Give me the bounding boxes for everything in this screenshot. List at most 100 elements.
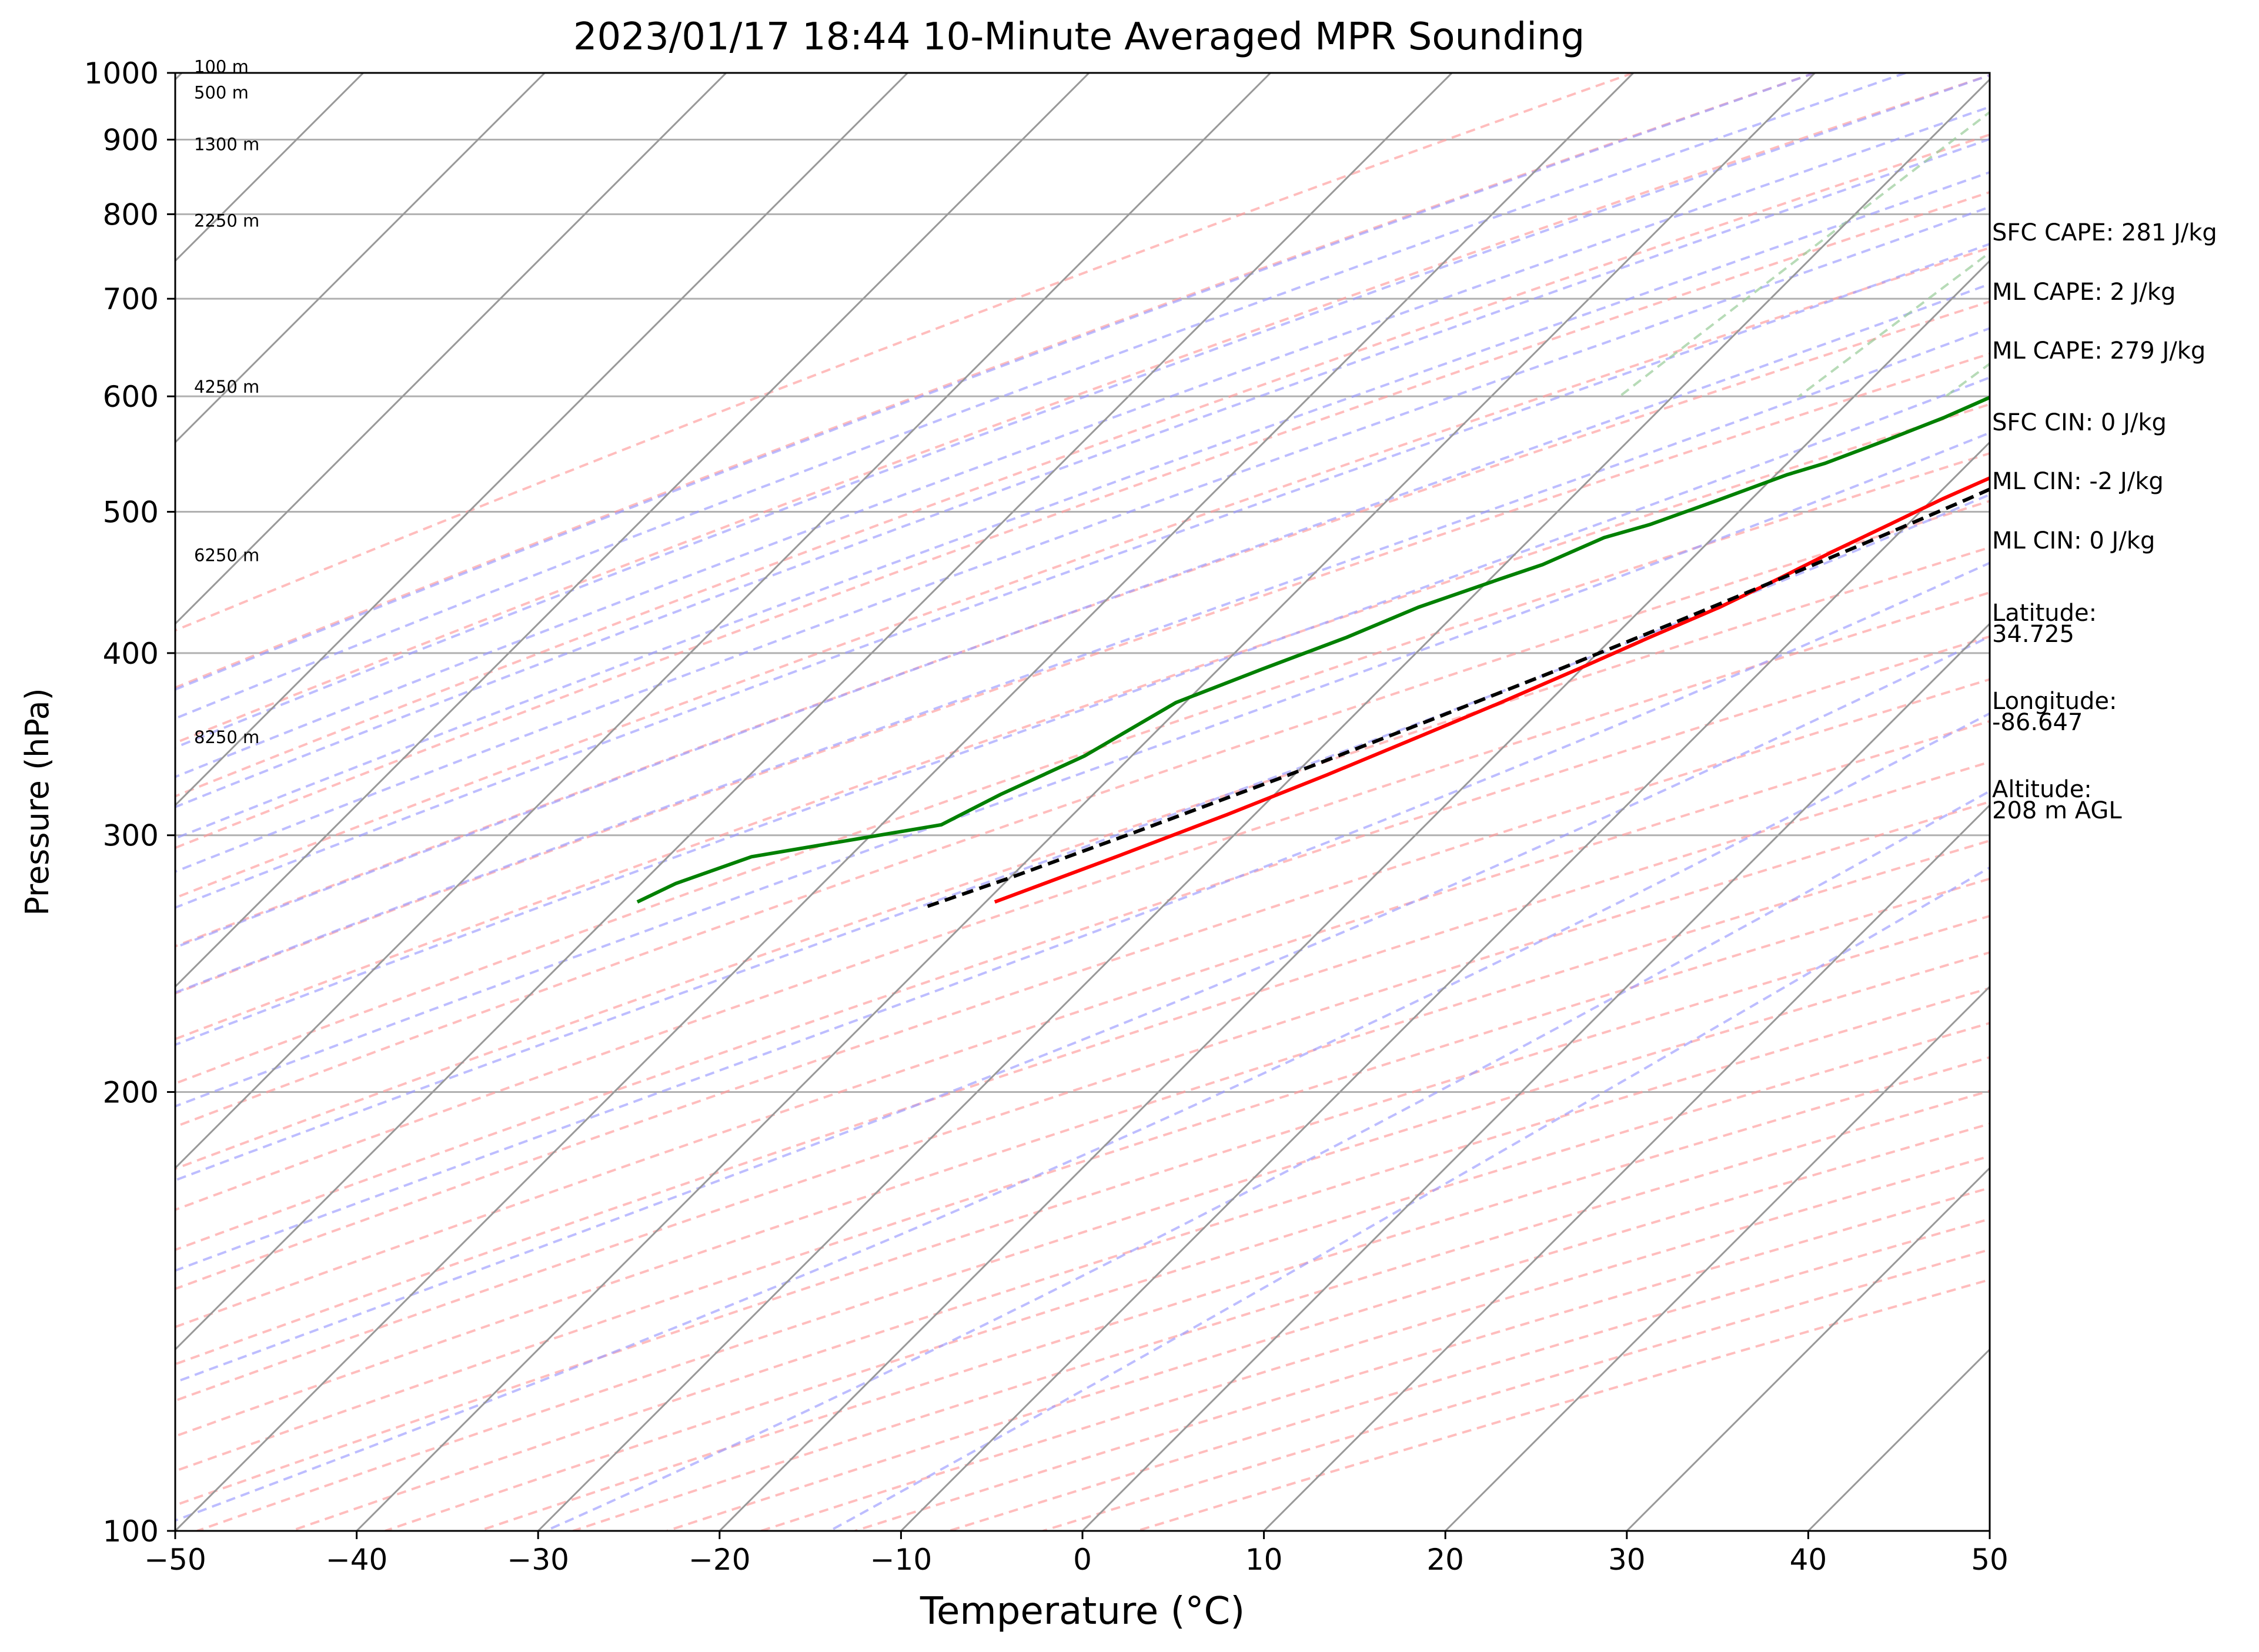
moist-adiabat [175,73,1990,749]
dry-adiabat [175,839,1990,1438]
dry-adiabat [175,800,1990,1402]
dry-adiabat [175,915,1990,1507]
x-tick-label: 0 [1073,1543,1092,1577]
dry-adiabat [175,720,1990,1329]
isotherm [175,73,1271,1169]
reference-lines [0,73,2259,1531]
moist-adiabat [175,376,1990,1046]
moist-adiabat [175,561,1990,1272]
mixing-ratio-line [1798,251,1990,397]
x-tick-label: −20 [689,1543,751,1577]
isotherm [1081,622,1990,1531]
moist-adiabat [175,73,1906,720]
height-label: 8250 m [194,727,259,747]
moist-adiabat [175,138,1990,808]
y-tick-label: 100 [103,1514,159,1549]
ml-cin-text: ML CIN: -2 J/kg [1992,468,2164,495]
dry-adiabat [175,133,1990,798]
dry-adiabat [175,246,1990,899]
isotherm [175,73,546,444]
temperature-profile [994,476,1990,904]
height-label: 4250 m [194,377,259,397]
isotherm [175,73,1090,988]
dry-adiabat [175,73,1990,744]
dry-adiabat [175,500,1990,1128]
latitude-text: Latitude: 34.725 [1992,600,2097,648]
mixing-ratio-line [2240,73,2259,396]
y-tick-label: 900 [103,123,159,157]
moist-adiabat [175,105,1990,778]
moist-adiabat [175,431,1990,1108]
dewpoint-profile [636,395,1990,904]
y-tick-label: 1000 [84,56,159,91]
y-tick-label: 500 [103,496,159,530]
dry-adiabat [175,452,1990,1085]
series-layer [636,395,1990,909]
dry-adiabat [385,1022,1990,1531]
dry-adiabat [175,678,1990,1290]
sfc-cin-text: SFC CIN: 0 J/kg [1992,409,2167,436]
x-tick-label: −50 [144,1543,206,1577]
dry-adiabat [175,190,1990,850]
dry-adiabat [175,403,1990,1041]
mixing-ratio-line [1619,111,1990,397]
moist-adiabat [829,866,1990,1531]
x-axis-label: Temperature (°C) [920,1590,1245,1633]
isotherm [900,441,1990,1531]
moist-adiabat [175,327,1990,994]
moist-adiabat [175,635,1990,1384]
moist-adiabat [175,205,1990,873]
height-label: 2250 m [194,211,259,231]
height-label: 6250 m [194,545,259,565]
dry-adiabat [175,760,1990,1366]
y-ticks: 100 200 300 400 500 600 700 800 900 1000 [84,56,175,1549]
dry-adiabat [175,591,1990,1211]
isotherm [175,73,1635,1531]
x-tick-label: 30 [1608,1543,1646,1577]
ml-cape-text: ML CAPE: 2 J/kg [1992,279,2176,306]
moist-adiabat [545,790,1990,1531]
longitude-text: Longitude: -86.647 [1992,688,2117,736]
x-tick-label: −30 [507,1543,569,1577]
sfc-cape-text: SFC CAPE: 281 J/kg [1992,219,2217,246]
dry-adiabat [175,73,1634,632]
moist-adiabat [175,712,1990,1522]
y-tick-label: 300 [103,819,159,853]
isotherm [1626,1166,1990,1531]
y-tick-label: 700 [103,282,159,316]
isotherm [537,78,1990,1531]
moist-adiabat [175,283,1990,949]
height-label: 500 m [194,83,249,103]
x-tick-label: 50 [1971,1543,2009,1577]
dry-adiabat [175,635,1990,1251]
isotherm [175,73,1453,1351]
x-tick-label: 10 [1245,1543,1283,1577]
dry-adiabat [290,986,1990,1531]
dry-adiabat [175,352,1990,995]
ml-cin-2-text: ML CIN: 0 J/kg [1992,527,2156,554]
isotherm [0,73,1,1531]
y-tick-label: 200 [103,1075,159,1109]
y-axis-label: Pressure (hPa) [19,688,56,915]
y-tick-label: 400 [103,637,159,671]
x-tick-label: −40 [326,1543,388,1577]
y-tick-label: 600 [103,380,159,414]
altitude-text: Altitude: 208 m AGL [1992,776,2122,824]
moist-adiabat [175,242,1990,909]
moist-adiabat [175,73,1816,691]
isotherm [356,73,1816,1531]
dry-adiabat [175,300,1990,948]
y-tick-label: 800 [103,198,159,232]
isotherm [175,73,908,807]
x-ticks: −50 −40 −30 −20 −10 0 10 20 30 40 50 [144,1531,2009,1577]
isotherm [719,259,1990,1531]
moist-adiabat [175,493,1990,1182]
dry-adiabat [175,546,1990,1171]
isotherm [1263,804,1990,1531]
height-label: 1300 m [194,135,259,155]
dry-adiabat [175,877,1990,1473]
chart-title: 2023/01/17 18:44 10-Minute Averaged MPR … [573,15,1585,59]
isotherm [175,73,727,626]
